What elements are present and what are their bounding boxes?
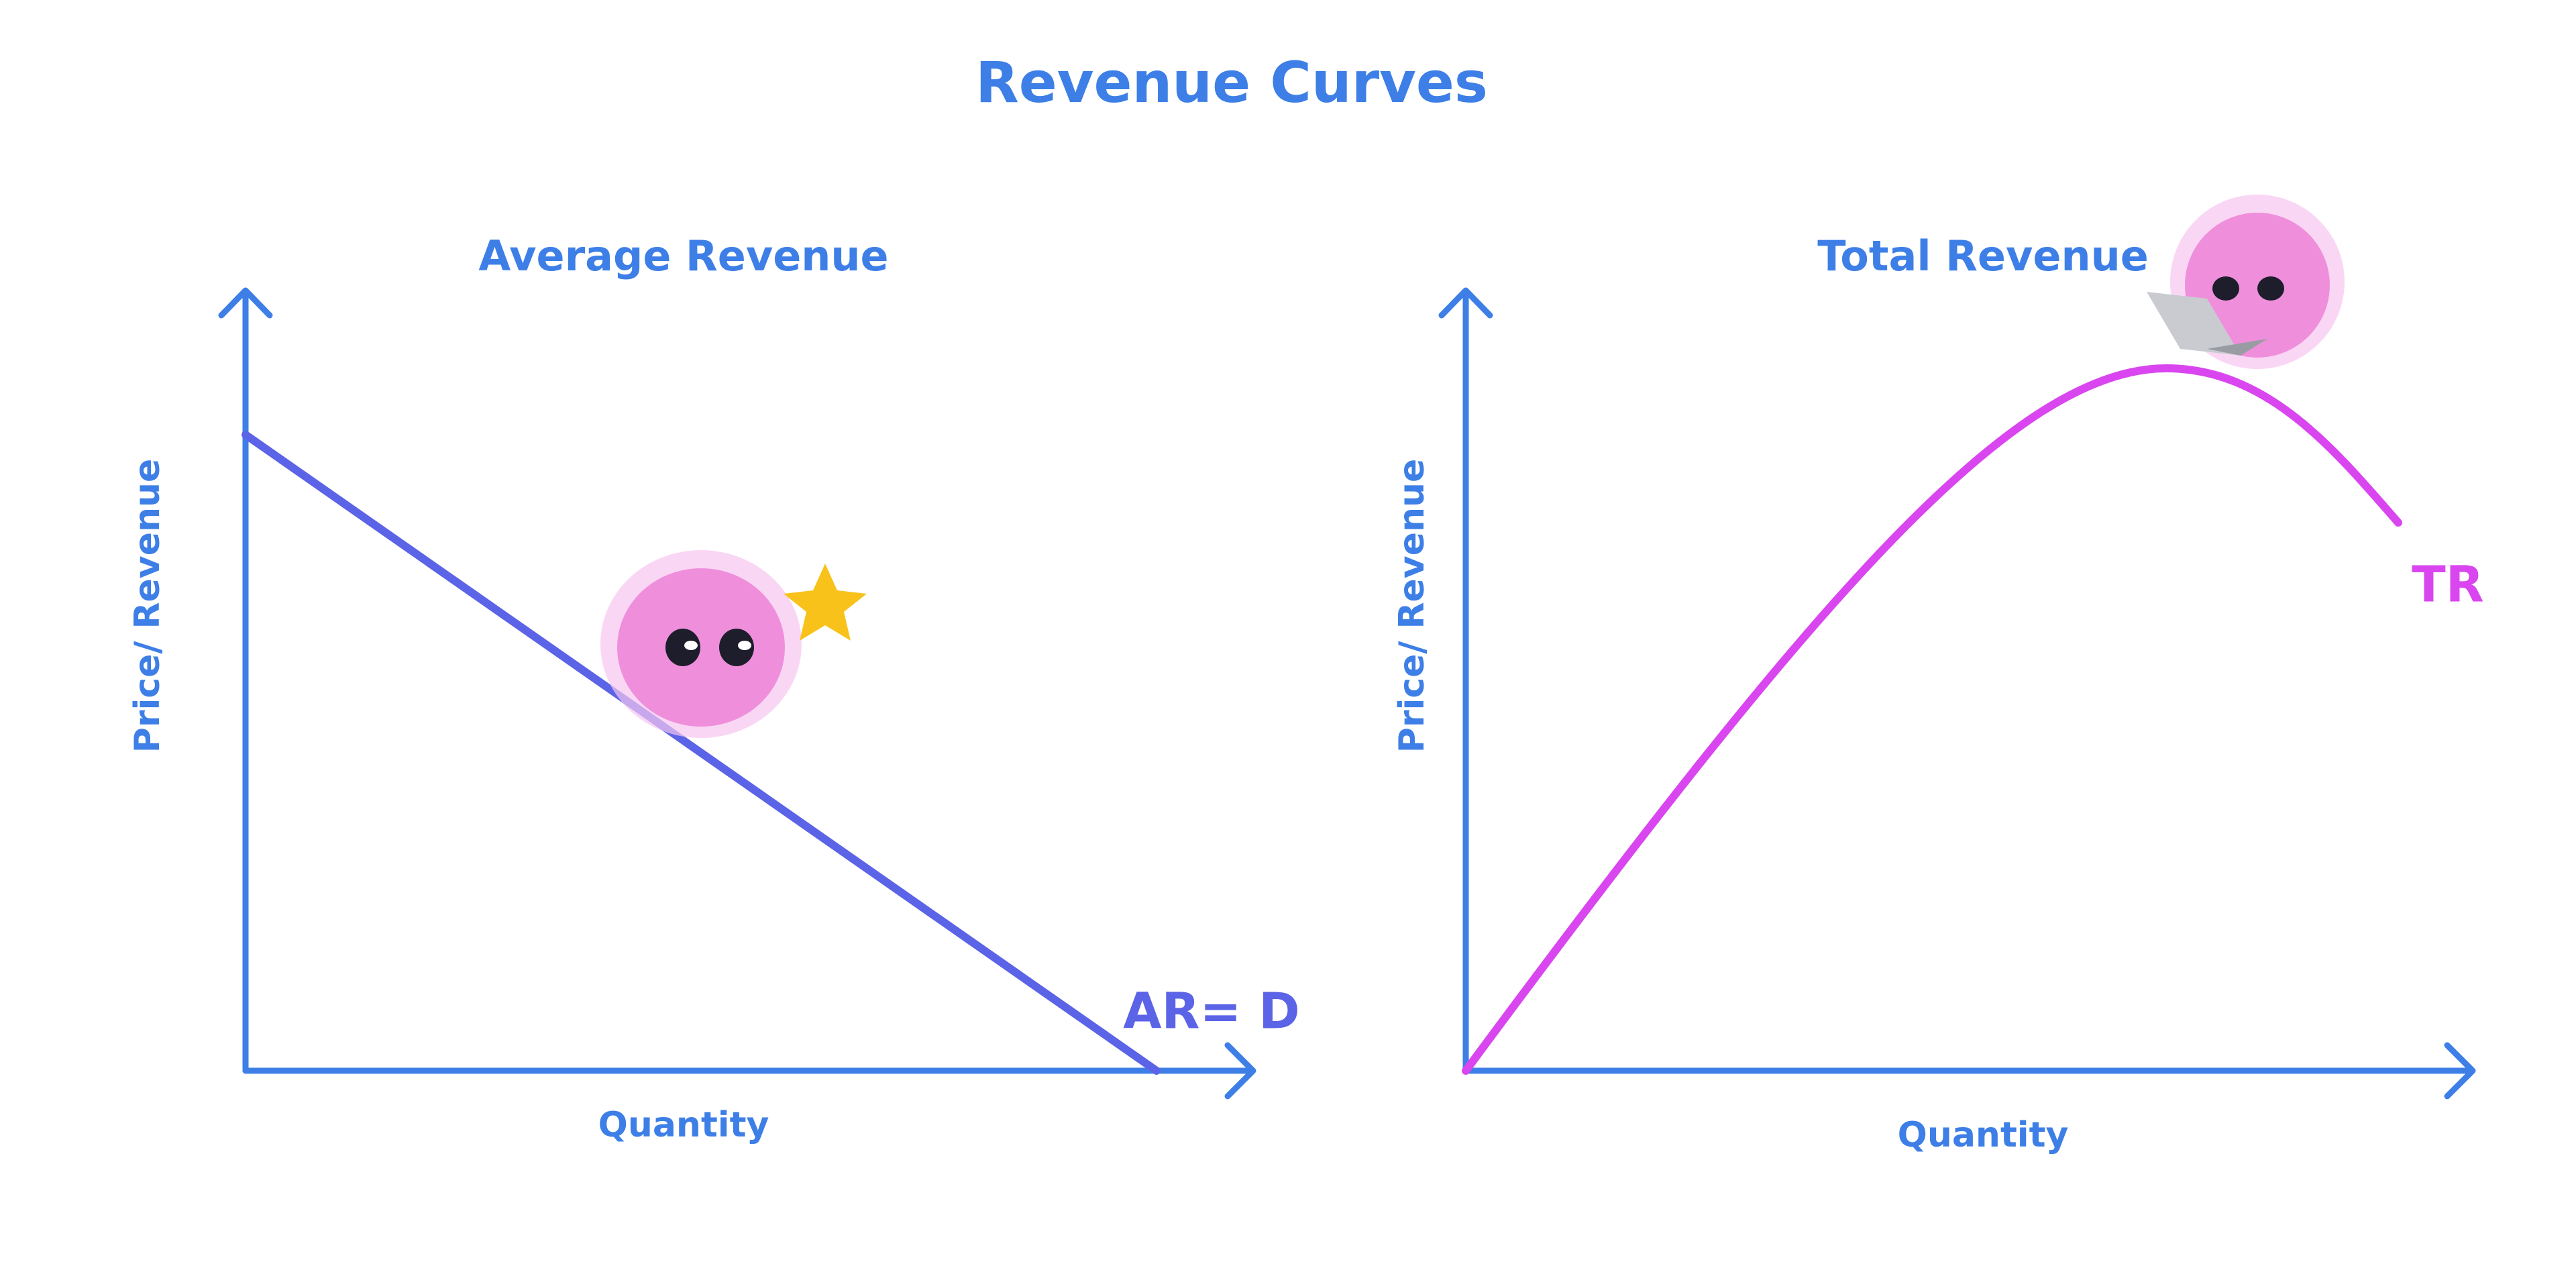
x-axis-label: Quantity <box>598 1105 769 1145</box>
ar-line <box>241 431 1161 1075</box>
curve-label: AR= D <box>1123 983 1299 1041</box>
panel-average-revenue: Average Revenue Price/ Revenue Quantity … <box>127 231 1300 1145</box>
curve-label: TR <box>2412 556 2483 614</box>
title: Revenue Curves <box>975 50 1488 115</box>
y-axis-label: Price/ Revenue <box>127 459 168 753</box>
tr-curve <box>1462 364 2402 1075</box>
panel-total-revenue: Total Revenue Price/ Revenue Quantity TR <box>1392 195 2484 1155</box>
y-axis <box>1438 287 1493 1074</box>
x-axis <box>1462 1042 2476 1100</box>
mascot <box>600 550 867 738</box>
x-axis <box>242 1042 1256 1100</box>
mascot <box>2147 195 2345 369</box>
y-axis <box>218 287 273 1074</box>
panel-title: Average Revenue <box>478 231 888 280</box>
panel-title: Total Revenue <box>1817 231 2149 280</box>
x-axis-label: Quantity <box>1898 1115 2069 1155</box>
y-axis-label: Price/ Revenue <box>1392 459 1432 753</box>
